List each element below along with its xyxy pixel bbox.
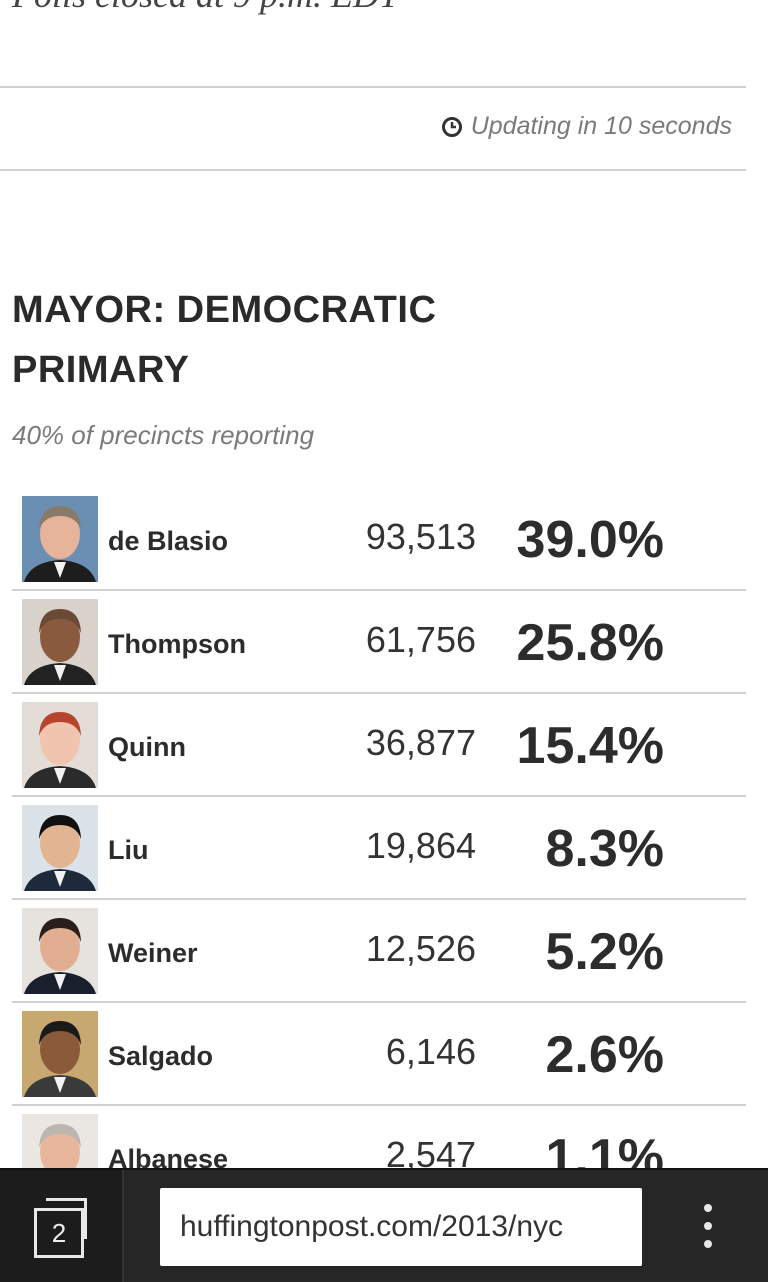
face [40,1127,80,1177]
url-fade [582,1188,642,1266]
candidate-percent: 25.8% [516,614,664,672]
hair [39,918,81,942]
candidate-photo [22,805,98,891]
results-table: de Blasio 93,513 39.0% Thompson 61,756 25.8% Q… [12,488,746,1209]
url-text: huffingtonpost.com/2013/nyc [180,1210,564,1243]
menu-dot-icon [704,1222,712,1230]
candidate-row: Salgado 6,146 2.6% [12,1003,746,1106]
hair [39,1124,81,1148]
update-status-text: Updating in 10 seconds [470,112,732,140]
candidate-row: Quinn 36,877 15.4% [12,694,746,797]
polls-closed-note: Polls closed at 9 p.m. EDT [12,0,399,16]
candidate-photo [22,599,98,685]
candidate-percent: 2.6% [545,1026,664,1084]
face [40,818,80,868]
divider [0,169,746,171]
candidate-row: Liu 19,864 8.3% [12,797,746,900]
candidate-photo [22,1011,98,1097]
hair [39,1021,81,1045]
menu-dot-icon [704,1204,712,1212]
tabs-stack-icon [46,1198,87,1239]
overflow-menu-button[interactable] [680,1170,768,1282]
candidate-name: Thompson [108,629,246,659]
hair [39,506,81,530]
candidate-name: de Blasio [108,526,229,556]
precincts-reporting: 40% of precincts reporting [12,420,315,450]
hair [39,712,81,736]
candidate-row: Thompson 61,756 25.8% [12,591,746,694]
race-title: MAYOR: DEMOCRATIC PRIMARY [12,289,437,391]
clock-icon [441,116,462,137]
address-bar[interactable]: huffingtonpost.com/2013/nyc [160,1188,642,1266]
candidate-percent: 15.4% [516,717,664,775]
candidate-name: Salgado [108,1041,214,1071]
hair [39,815,81,839]
face [40,612,80,662]
candidate-name: Weiner [108,938,198,968]
candidate-row: de Blasio 93,513 39.0% [12,488,746,591]
candidate-name: Quinn [108,732,186,762]
candidate-votes: 36,877 [365,722,476,763]
update-status: Updating in 10 seconds [441,112,732,141]
face [40,715,80,765]
candidate-name: Liu [108,835,149,865]
tabs-button[interactable]: 2 [0,1170,124,1282]
candidate-photo [22,702,98,788]
candidate-percent: 8.3% [545,820,664,878]
face [40,921,80,971]
candidate-votes: 19,864 [365,825,476,866]
candidate-row: Weiner 12,526 5.2% [12,900,746,1003]
candidate-percent: 5.2% [545,923,664,981]
candidate-photo [22,908,98,994]
candidate-votes: 61,756 [365,619,476,660]
candidate-photo [22,496,98,582]
tab-count: 2 [34,1208,84,1258]
menu-dot-icon [704,1240,712,1248]
divider [0,86,746,88]
face [40,509,80,559]
candidate-votes: 93,513 [365,516,476,557]
candidate-votes: 6,146 [385,1031,476,1072]
face [40,1024,80,1074]
hair [39,609,81,633]
browser-toolbar: 2 huffingtonpost.com/2013/nyc [0,1168,768,1282]
candidate-votes: 12,526 [365,928,476,969]
candidate-percent: 39.0% [516,511,664,569]
